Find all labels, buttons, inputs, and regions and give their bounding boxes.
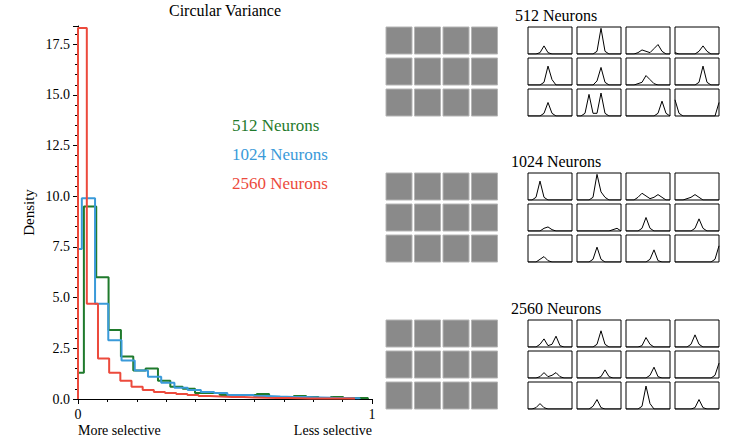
svg-text:2.5: 2.5: [53, 341, 71, 356]
svg-text:0.0: 0.0: [53, 392, 71, 407]
svg-text:More selective: More selective: [78, 423, 161, 438]
svg-text:5.0: 5.0: [53, 290, 71, 305]
svg-text:12.5: 12.5: [46, 138, 71, 153]
svg-text:Less selective: Less selective: [294, 423, 372, 438]
svg-text:Circular Variance: Circular Variance: [169, 2, 281, 19]
svg-text:15.0: 15.0: [46, 87, 71, 102]
svg-text:1024 Neurons: 1024 Neurons: [232, 145, 328, 164]
svg-text:512 Neurons: 512 Neurons: [515, 7, 597, 24]
svg-text:0: 0: [75, 407, 82, 422]
svg-text:Density: Density: [21, 189, 37, 236]
svg-text:1: 1: [369, 407, 376, 422]
svg-text:7.5: 7.5: [53, 239, 71, 254]
svg-text:2560 Neurons: 2560 Neurons: [232, 174, 328, 193]
svg-text:17.5: 17.5: [46, 37, 71, 52]
svg-text:1024 Neurons: 1024 Neurons: [511, 153, 601, 170]
svg-text:2560 Neurons: 2560 Neurons: [511, 300, 601, 317]
svg-text:512 Neurons: 512 Neurons: [232, 116, 319, 135]
svg-text:10.0: 10.0: [46, 189, 71, 204]
